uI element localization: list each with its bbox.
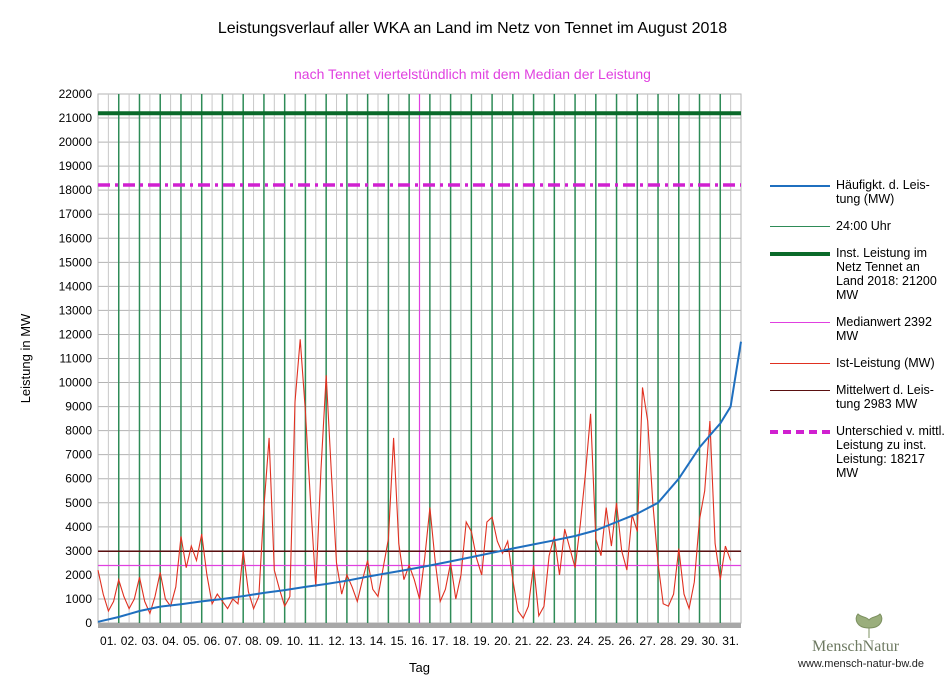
x-tick-label: 12. <box>328 634 345 648</box>
legend-item: 24:00 Uhr <box>770 219 945 233</box>
x-tick-label: 29. <box>681 634 698 648</box>
legend-label: Inst. Leistung im Netz Tennet an Land 20… <box>836 246 937 302</box>
y-tick-label: 4000 <box>65 520 92 534</box>
legend-swatch <box>770 430 830 434</box>
x-tick-label: 22. <box>536 634 553 648</box>
y-tick-label: 22000 <box>59 87 93 101</box>
y-tick-label: 1000 <box>65 592 92 606</box>
legend-swatch <box>770 363 830 364</box>
x-tick-label: 25. <box>598 634 615 648</box>
legend-swatch <box>770 252 830 256</box>
y-tick-label: 7000 <box>65 448 92 462</box>
y-tick-label: 3000 <box>65 544 92 558</box>
legend: Häufigkt. d. Leis-tung (MW) 24:00 Uhr Inst… <box>770 178 945 493</box>
y-tick-label: 11000 <box>60 352 93 366</box>
y-tick-label: 0 <box>85 616 92 630</box>
x-tick-label: 08. <box>245 634 262 648</box>
x-tick-label: 21. <box>515 634 532 648</box>
y-tick-label: 9000 <box>65 400 92 414</box>
legend-label: 24:00 Uhr <box>836 219 891 233</box>
duration-curve-line <box>97 341 742 623</box>
legend-item: Ist-Leistung (MW) <box>770 356 945 370</box>
x-tick-label: 23. <box>556 634 573 648</box>
y-tick-label: 6000 <box>65 472 92 486</box>
legend-item: Häufigkt. d. Leis-tung (MW) <box>770 178 945 206</box>
chart-subtitle: nach Tennet viertelstündlich mit dem Med… <box>294 66 651 82</box>
x-tick-label: 31. <box>722 634 739 648</box>
x-tick-label: 07. <box>224 634 241 648</box>
brand-name: MenschNatur <box>812 638 900 655</box>
legend-label: Medianwert 2392 MW <box>836 315 932 343</box>
x-tick-label: 14. <box>370 634 387 648</box>
legend-item: Medianwert 2392 MW <box>770 315 945 343</box>
x-tick-label: 13. <box>349 634 366 648</box>
x-tick-label: 20. <box>494 634 511 648</box>
y-tick-label: 15000 <box>59 255 93 269</box>
y-tick-label: 19000 <box>59 159 93 173</box>
legend-label: Ist-Leistung (MW) <box>836 356 935 370</box>
x-tick-label: 04. <box>162 634 179 648</box>
y-tick-label: 17000 <box>59 207 93 221</box>
x-tick-label: 05. <box>183 634 200 648</box>
actual-power-line <box>97 339 732 620</box>
y-tick-label: 8000 <box>65 424 92 438</box>
x-tick-label: 16. <box>411 634 428 648</box>
x-tick-label: 15. <box>390 634 407 648</box>
y-tick-label: 12000 <box>59 327 93 341</box>
y-tick-label: 20000 <box>59 135 93 149</box>
legend-swatch <box>770 226 830 227</box>
x-tick-label: 18. <box>453 634 470 648</box>
x-tick-label: 28. <box>660 634 677 648</box>
legend-label: Mittelwert d. Leis-tung 2983 MW <box>836 383 934 411</box>
x-tick-label: 26. <box>619 634 636 648</box>
legend-swatch <box>770 390 830 391</box>
x-tick-label: 11. <box>308 634 324 648</box>
y-axis-title: Leistung in MW <box>18 313 33 403</box>
y-tick-label: 10000 <box>59 376 93 390</box>
x-tick-label: 03. <box>142 634 159 648</box>
legend-item: Mittelwert d. Leis-tung 2983 MW <box>770 383 945 411</box>
ginkgo-leaf-icon <box>855 613 883 638</box>
x-tick-label: 27. <box>639 634 656 648</box>
brand-url[interactable]: www.mensch-natur-bw.de <box>798 658 924 670</box>
x-axis-title: Tag <box>409 660 430 675</box>
chart-title: Leistungsverlauf aller WKA an Land im Ne… <box>217 20 728 37</box>
legend-label: Unterschied v. mittl. Leistung zu inst. … <box>836 424 945 480</box>
y-tick-label: 16000 <box>59 231 93 245</box>
legend-label: Häufigkt. d. Leis-tung (MW) <box>836 178 930 206</box>
x-tick-label: 24. <box>577 634 594 648</box>
legend-swatch <box>770 322 830 323</box>
x-tick-label: 09. <box>266 634 283 648</box>
x-tick-label: 01. <box>100 634 117 648</box>
legend-swatch <box>770 185 830 187</box>
y-tick-label: 21000 <box>59 111 93 125</box>
x-tick-label: 02. <box>121 634 138 648</box>
y-tick-label: 18000 <box>59 183 93 197</box>
x-tick-label: 06. <box>204 634 221 648</box>
y-tick-label: 13000 <box>59 303 93 317</box>
y-tick-label: 2000 <box>65 568 92 582</box>
x-tick-label: 10. <box>287 634 304 648</box>
y-tick-label: 5000 <box>65 496 92 510</box>
x-tick-label: 30. <box>702 634 719 648</box>
legend-item: Inst. Leistung im Netz Tennet an Land 20… <box>770 246 945 302</box>
y-tick-label: 14000 <box>59 279 93 293</box>
legend-item: Unterschied v. mittl. Leistung zu inst. … <box>770 424 945 480</box>
x-tick-label: 17. <box>432 634 449 648</box>
x-tick-label: 19. <box>473 634 490 648</box>
x-axis-band <box>98 623 741 628</box>
